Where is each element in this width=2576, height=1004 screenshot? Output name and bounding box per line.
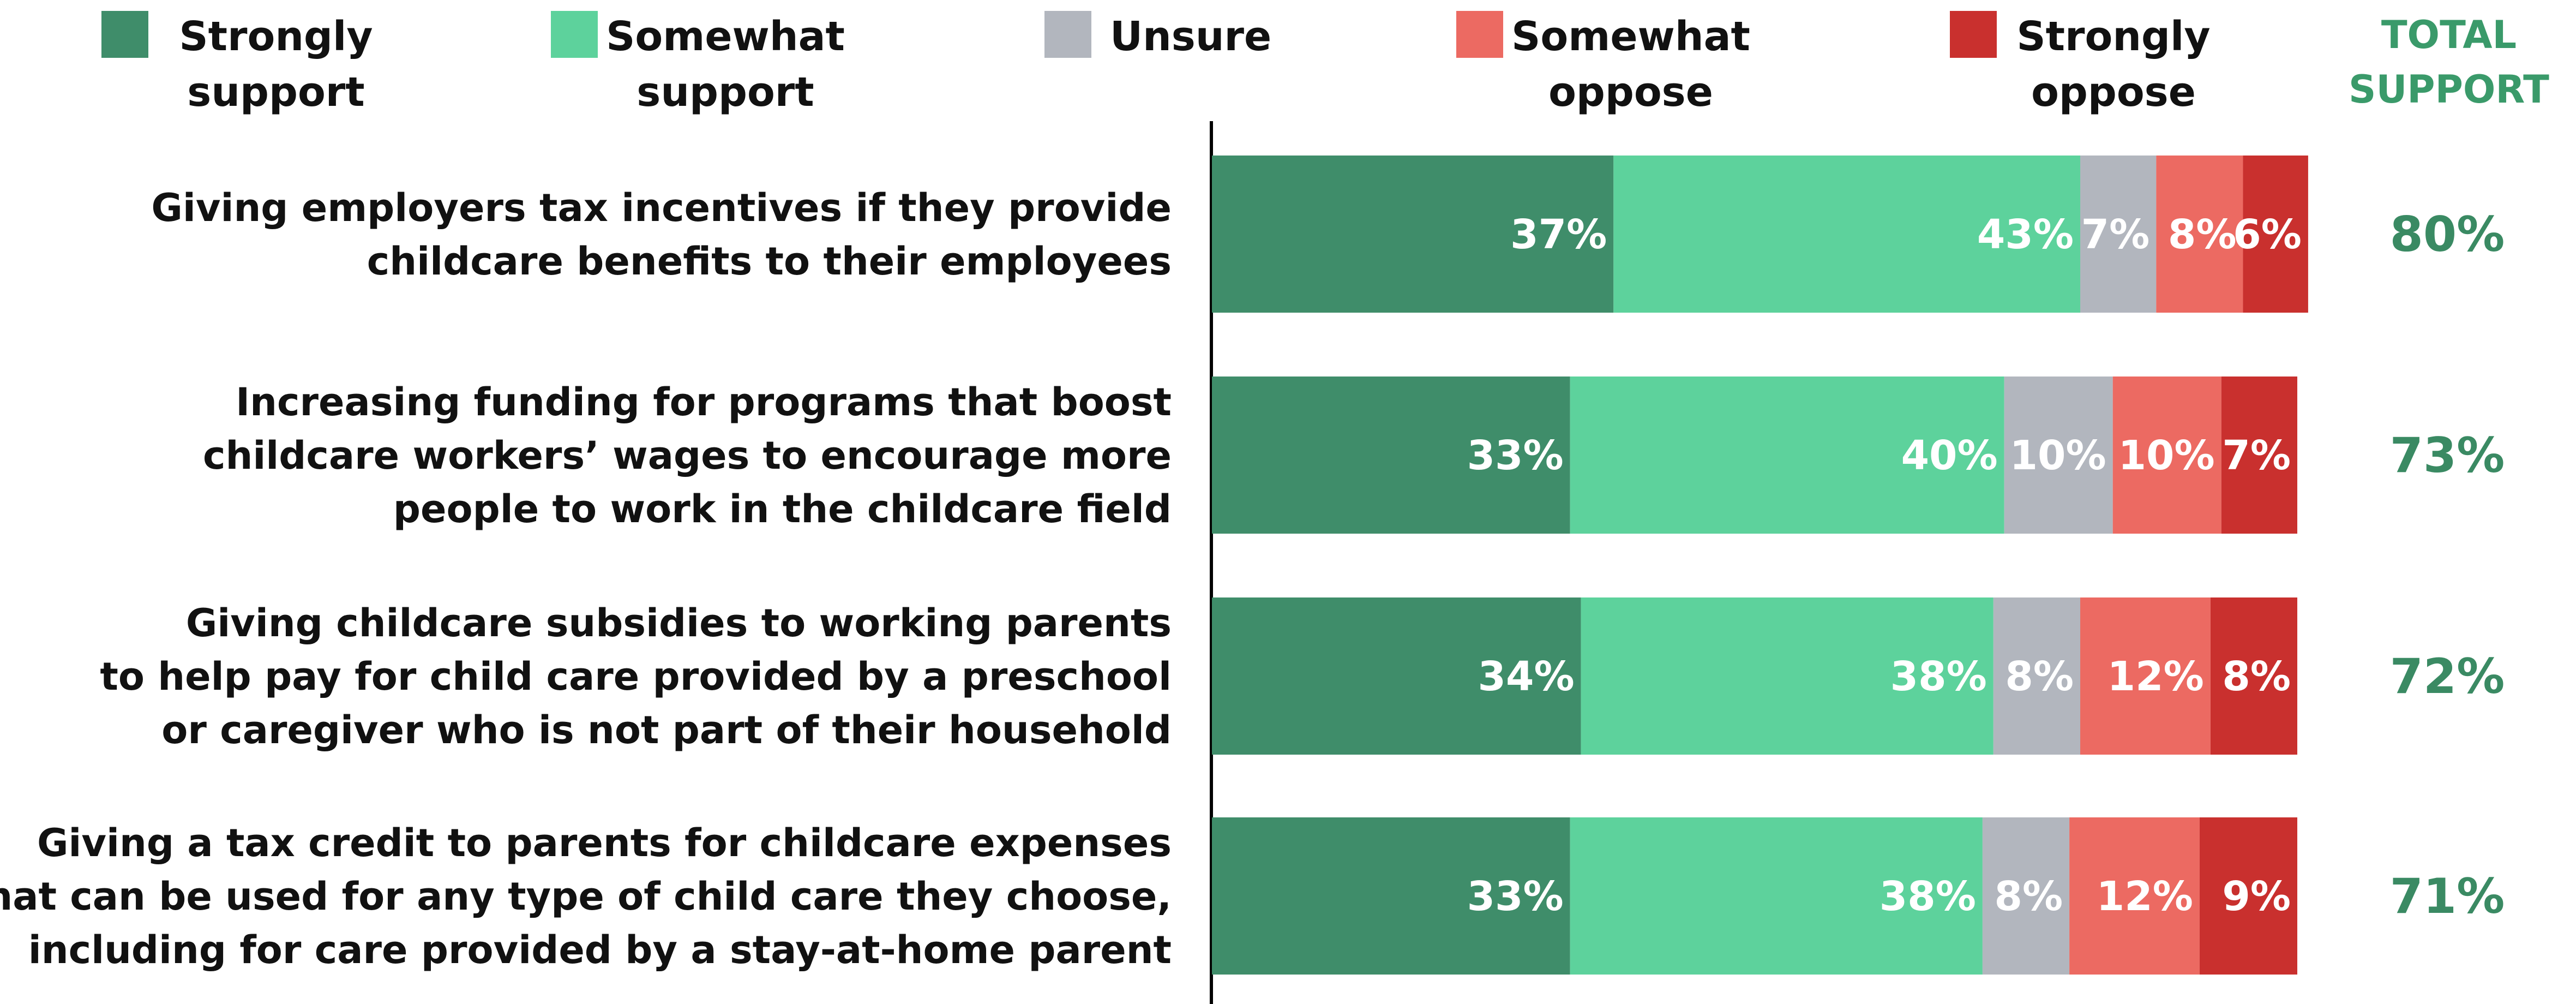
legend-swatch-strongly-support	[101, 11, 148, 58]
total-support-value: 80%	[2390, 206, 2505, 262]
data-label-somewhat-support: 38%	[1880, 873, 1976, 920]
row-label-line: Increasing funding for programs that boo…	[236, 380, 1172, 425]
data-label-unsure: 7%	[2081, 211, 2150, 258]
legend-swatch-somewhat-oppose	[1456, 11, 1503, 58]
bar-segment-somewhat-support	[1581, 597, 1993, 755]
bar-segment-unsure	[1993, 597, 2080, 755]
bar-segment-strongly-support	[1212, 156, 1614, 313]
legend-label-strongly-oppose: Strongly oppose	[2016, 13, 2211, 116]
row-label-line: people to work in the childcare field	[393, 487, 1172, 531]
bar-segment-somewhat-support	[1570, 817, 1983, 975]
row-label-line: that can be used for any type of child c…	[0, 874, 1172, 919]
data-label-strongly-oppose: 9%	[2222, 873, 2291, 920]
data-label-strongly-support: 34%	[1478, 653, 1574, 700]
data-label-somewhat-support: 40%	[1901, 432, 1998, 479]
data-label-strongly-oppose: 6%	[2233, 211, 2302, 258]
bar-segment-unsure	[2080, 156, 2157, 313]
bar-segment-somewhat-oppose	[2156, 156, 2243, 313]
bar-segment-strongly-oppose	[2243, 156, 2308, 313]
bar-segment-somewhat-support	[1570, 376, 2004, 534]
row-label-2: Increasing funding for programs that boo…	[203, 380, 1172, 531]
data-label-strongly-oppose: 8%	[2222, 653, 2291, 700]
bar-segment-unsure	[1982, 817, 2070, 975]
data-label-unsure: 8%	[1994, 873, 2063, 920]
row-label-line: to help pay for child care provided by a…	[100, 654, 1172, 699]
bar-segment-somewhat-oppose	[2112, 376, 2221, 534]
data-label-somewhat-support: 38%	[1890, 653, 1987, 700]
row-label-line: childcare workers’ wages to encourage mo…	[203, 433, 1172, 478]
data-label-somewhat-oppose: 12%	[2107, 653, 2204, 700]
row-label-3: Giving childcare subsidies to working pa…	[100, 601, 1172, 752]
data-label-somewhat-support: 43%	[1977, 211, 2074, 258]
row-label-1: Giving employers tax incentives if they …	[151, 186, 1172, 284]
bar-segment-unsure	[2004, 376, 2113, 534]
legend-swatch-strongly-oppose	[1950, 11, 1997, 58]
data-label-strongly-oppose: 7%	[2222, 432, 2291, 479]
row-label-line: or caregiver who is not part of their ho…	[161, 708, 1172, 752]
row-label-line: including for care provided by a stay-at…	[28, 928, 1172, 972]
row-label-line: Giving a tax credit to parents for child…	[37, 821, 1172, 865]
axis-line	[1210, 121, 1213, 1004]
bar-segment-somewhat-oppose	[2069, 817, 2200, 975]
bar-segment-somewhat-support	[1613, 156, 2080, 313]
bar-segment-strongly-oppose	[2221, 376, 2297, 534]
data-label-somewhat-oppose: 12%	[2097, 873, 2193, 920]
row-label-4: Giving a tax credit to parents for child…	[0, 821, 1172, 972]
bar-segment-strongly-support	[1212, 817, 1570, 975]
total-support-header: TOTAL SUPPORT	[2349, 13, 2549, 112]
legend-swatch-somewhat-support	[551, 11, 598, 58]
legend-label-unsure: Unsure	[1110, 13, 1272, 60]
data-label-strongly-support: 33%	[1467, 873, 1564, 920]
total-support-value: 73%	[2390, 427, 2505, 483]
total-support-value: 72%	[2390, 648, 2505, 704]
bar-segment-somewhat-oppose	[2080, 597, 2211, 755]
bar-segment-strongly-support	[1212, 597, 1581, 755]
bar-segment-strongly-support	[1212, 376, 1570, 534]
row-label-line: Giving employers tax incentives if they …	[151, 186, 1172, 230]
legend-swatch-unsure	[1044, 11, 1091, 58]
row-label-line: childcare benefits to their employees	[367, 239, 1172, 284]
data-label-somewhat-oppose: 8%	[2168, 211, 2237, 258]
data-label-unsure: 10%	[2010, 432, 2106, 479]
data-label-unsure: 8%	[2005, 653, 2074, 700]
legend-label-somewhat-oppose: Somewhat oppose	[1511, 13, 1750, 116]
data-label-strongly-support: 37%	[1510, 211, 1607, 258]
data-label-somewhat-oppose: 10%	[2118, 432, 2215, 479]
bar-segment-strongly-oppose	[2210, 597, 2297, 755]
legend-label-strongly-support: Strongly support	[179, 13, 373, 116]
legend-label-somewhat-support: Somewhat support	[606, 13, 845, 116]
bar-segment-strongly-oppose	[2199, 817, 2297, 975]
total-support-value: 71%	[2390, 868, 2505, 924]
legend: Strongly support Somewhat support Unsure…	[0, 0, 2576, 116]
row-label-line: Giving childcare subsidies to working pa…	[186, 601, 1172, 646]
data-label-strongly-support: 33%	[1467, 432, 1564, 479]
